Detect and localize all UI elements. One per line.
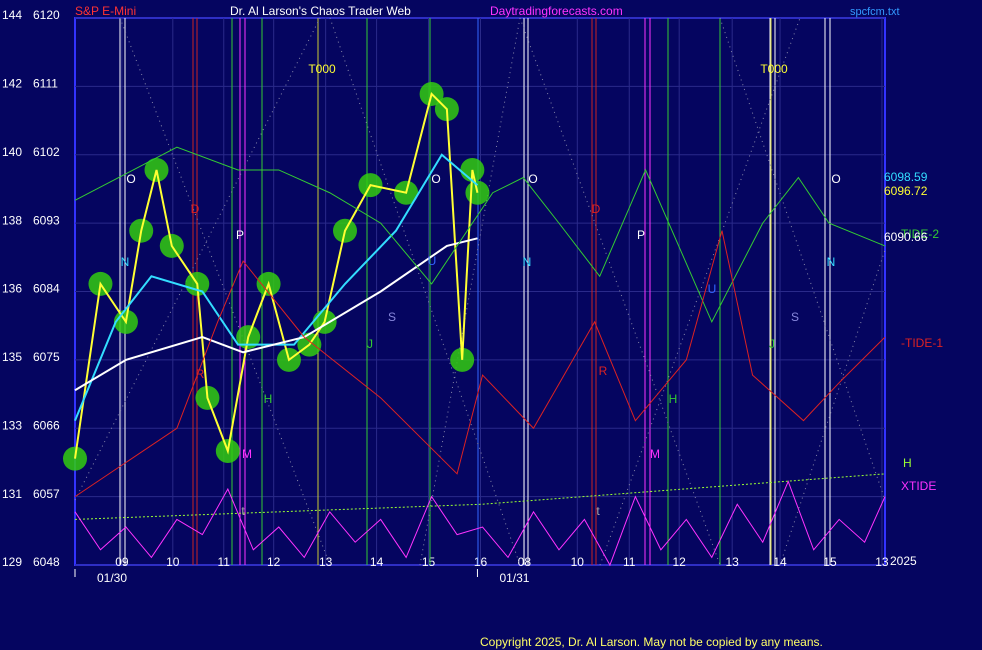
x-tick-label: 10 bbox=[166, 555, 180, 569]
annotation: S bbox=[388, 310, 396, 324]
series-line bbox=[74, 237, 478, 392]
x-tick-label: 13 bbox=[319, 555, 333, 569]
x-tick-label: 13 bbox=[875, 555, 889, 569]
cycle-diagonal bbox=[599, 17, 801, 566]
y-tick-label: 6093 bbox=[33, 213, 60, 227]
annotation: U bbox=[428, 254, 437, 268]
x-tick-label: 10 bbox=[571, 555, 585, 569]
annotation: N bbox=[523, 255, 532, 269]
annotation: J bbox=[367, 337, 373, 351]
date-label: 01/30 bbox=[97, 571, 127, 585]
x-tick-label: 09 bbox=[115, 555, 129, 569]
series-line bbox=[74, 153, 479, 422]
x-tick-label: 13 bbox=[725, 555, 739, 569]
y-tick-alt-label: 135 bbox=[2, 350, 22, 364]
annotation: P bbox=[637, 228, 645, 242]
annotation: R bbox=[196, 367, 205, 381]
annotation: t bbox=[241, 504, 245, 518]
cycle-diagonal bbox=[779, 249, 886, 566]
annotation: R bbox=[599, 364, 608, 378]
series-label: H bbox=[903, 456, 912, 470]
y-tick-alt-label: 129 bbox=[2, 555, 22, 569]
annotation: t bbox=[596, 504, 600, 518]
x-tick-label: 15 bbox=[422, 555, 436, 569]
annotation: M bbox=[242, 447, 252, 461]
y-tick-label: 6111 bbox=[33, 77, 58, 91]
annotation: H bbox=[264, 392, 273, 406]
x-tick-label: 11 bbox=[623, 555, 636, 569]
cycle-diagonal bbox=[519, 17, 721, 566]
annotation: O bbox=[126, 172, 135, 186]
x-tick-label: 14 bbox=[773, 555, 787, 569]
annotation: N bbox=[121, 255, 130, 269]
series-label: TIDE-2 bbox=[901, 227, 939, 241]
annotation: H bbox=[669, 392, 678, 406]
annotation: S bbox=[791, 310, 799, 324]
series-line bbox=[74, 92, 479, 459]
x-tick-label: 14 bbox=[370, 555, 384, 569]
y-tick-label: 6102 bbox=[33, 145, 60, 159]
annotation: P bbox=[236, 228, 244, 242]
y-tick-alt-label: 138 bbox=[2, 213, 22, 227]
y-tick-alt-label: 144 bbox=[2, 8, 22, 22]
end-value: 6098.59 bbox=[884, 170, 928, 184]
series-line bbox=[74, 146, 886, 324]
series-line bbox=[74, 473, 886, 520]
x-tick-label: 12 bbox=[267, 555, 281, 569]
y-tick-alt-label: 140 bbox=[2, 145, 22, 159]
copyright: Copyright 2025, Dr. Al Larson. May not b… bbox=[480, 635, 823, 649]
y-tick-label: 6048 bbox=[33, 555, 60, 569]
y-tick-alt-label: 133 bbox=[2, 418, 22, 432]
annotation: J bbox=[769, 337, 775, 351]
annotation: U bbox=[708, 282, 717, 296]
y-tick-alt-label: 136 bbox=[2, 282, 22, 296]
annotation: T000 bbox=[760, 62, 788, 76]
y-tick-label: 6075 bbox=[33, 350, 60, 364]
annotation: D bbox=[191, 202, 200, 216]
series-label: -TIDE-1 bbox=[901, 336, 943, 350]
y-tick-label: 6057 bbox=[33, 487, 60, 501]
cycle-diagonal bbox=[74, 17, 321, 501]
series-line bbox=[74, 480, 886, 567]
x-tick-label: 11 bbox=[218, 555, 231, 569]
annotation: M bbox=[650, 447, 660, 461]
chart-title: Dr. Al Larson's Chaos Trader Web bbox=[230, 4, 411, 18]
year: 2025 bbox=[890, 554, 917, 568]
x-tick-label: 16 bbox=[474, 555, 488, 569]
annotation: T000 bbox=[308, 62, 336, 76]
annotation: O bbox=[528, 172, 537, 186]
y-tick-alt-label: 142 bbox=[2, 77, 22, 91]
end-value: 6096.72 bbox=[884, 184, 928, 198]
series-line bbox=[74, 230, 886, 498]
series-label: XTIDE bbox=[901, 479, 936, 493]
site: Daytradingforecasts.com bbox=[490, 4, 623, 18]
y-tick-label: 6120 bbox=[33, 8, 60, 22]
end-value: 6090.66 bbox=[884, 230, 928, 244]
annotation: D bbox=[592, 202, 601, 216]
y-tick-label: 6066 bbox=[33, 418, 60, 432]
date-label: 01/31 bbox=[499, 571, 529, 585]
instrument: S&P E-Mini bbox=[75, 4, 136, 18]
annotation: N bbox=[827, 255, 836, 269]
y-tick-label: 6084 bbox=[33, 282, 60, 296]
annotation: O bbox=[831, 172, 840, 186]
file: spcfcm.txt bbox=[850, 6, 900, 18]
y-tick-alt-label: 131 bbox=[2, 487, 22, 501]
annotation: O bbox=[431, 172, 440, 186]
x-tick-label: 12 bbox=[673, 555, 687, 569]
